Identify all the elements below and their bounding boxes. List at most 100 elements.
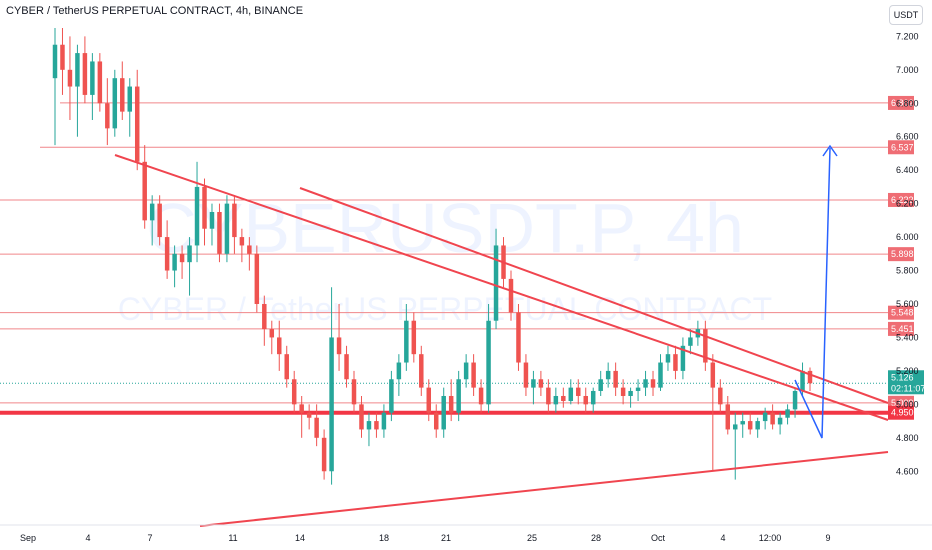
candle-body (516, 312, 521, 363)
y-tick-label: 4.800 (896, 433, 919, 443)
candle-body (299, 404, 304, 413)
level-price-label: 5.548 (891, 308, 914, 318)
candle (770, 404, 775, 430)
x-tick-label: 4 (720, 533, 725, 543)
candle-body (239, 237, 245, 246)
x-tick-label: 9 (825, 533, 830, 543)
candle-body (374, 421, 379, 430)
candle-body (703, 329, 708, 363)
level-price-label: 5.009 (891, 398, 914, 408)
level-price-tag (888, 405, 914, 420)
candle (688, 329, 693, 355)
candle (628, 387, 633, 408)
x-tick-label: Oct (651, 533, 666, 543)
candle (344, 345, 349, 388)
candle-body (620, 387, 626, 396)
candle-body (531, 379, 536, 388)
chart-title: CYBER / TetherUS PERPETUAL CONTRACT, 4h,… (6, 5, 304, 17)
candle (658, 354, 663, 391)
candle (142, 145, 147, 229)
candle-body (785, 409, 790, 418)
candle (149, 195, 155, 246)
candle-body (164, 237, 170, 271)
x-tick-label: 21 (441, 533, 451, 543)
candle (306, 404, 312, 430)
x-tick-label: 4 (85, 533, 90, 543)
y-tick-label: 5.600 (896, 299, 919, 309)
currency-unit-button[interactable]: USDT (889, 5, 923, 25)
candle (561, 387, 566, 408)
candle (120, 61, 125, 120)
candle-body (740, 421, 745, 425)
candle-body (568, 387, 574, 402)
candle-body (665, 354, 671, 363)
y-tick-label: 6.000 (896, 232, 919, 242)
candle (478, 379, 484, 413)
candle-body (232, 203, 237, 238)
y-tick-label: 6.800 (896, 98, 919, 108)
candle-body (291, 379, 297, 405)
candle-body (52, 44, 58, 79)
candle (718, 379, 723, 413)
x-tick-label: 7 (147, 533, 152, 543)
y-tick-label: 6.200 (896, 199, 919, 209)
candle (523, 354, 529, 396)
candle (262, 295, 267, 346)
candle (583, 387, 588, 413)
projection-arrowhead (822, 144, 838, 157)
x-tick-label: 12:00 (759, 533, 782, 543)
candle (209, 203, 215, 246)
candle-body (523, 362, 529, 388)
level-price-label: 5.451 (891, 324, 914, 334)
candle-body (396, 362, 402, 380)
y-tick-label: 5.800 (896, 266, 919, 276)
candle-body (635, 387, 641, 391)
candle-body (404, 320, 409, 363)
candle-body (127, 86, 132, 112)
upper-trendline (114, 154, 889, 421)
candle (374, 412, 379, 438)
candle-body (157, 203, 162, 238)
candle-body (792, 390, 798, 410)
candle (807, 367, 813, 391)
candle-body (426, 387, 432, 413)
y-tick-label: 5.400 (896, 332, 919, 342)
candle-body (613, 370, 618, 388)
candle (52, 28, 58, 146)
candle (179, 245, 185, 279)
level-price-tag (888, 95, 914, 110)
y-tick-label: 5.000 (896, 399, 919, 409)
candle-body (561, 395, 566, 402)
level-price-tag (888, 140, 914, 155)
candle (531, 370, 536, 405)
candle (299, 395, 304, 438)
current-price-tag (888, 370, 924, 395)
candle (516, 303, 521, 371)
candle (747, 412, 753, 435)
candle-body (142, 161, 147, 221)
candle (553, 387, 559, 413)
candle-body (800, 370, 805, 391)
candle-body (224, 203, 230, 254)
y-tick-label: 6.400 (896, 165, 919, 175)
candle-body (254, 253, 260, 304)
candle (620, 379, 626, 405)
candle (538, 370, 544, 396)
candle (67, 36, 73, 120)
candle-body (351, 379, 357, 405)
candle-body (75, 53, 80, 87)
candle (650, 370, 656, 396)
candle-body (448, 395, 454, 413)
candle (613, 362, 618, 396)
candle (673, 345, 678, 380)
candle-body (381, 412, 387, 430)
candle (419, 345, 424, 396)
candle-body (755, 421, 760, 430)
candle (456, 370, 461, 422)
countdown-label: 02:11:07 (891, 383, 925, 393)
candle (493, 228, 499, 330)
candle-body (747, 421, 753, 430)
candle (351, 370, 357, 413)
candle-body (269, 329, 275, 338)
